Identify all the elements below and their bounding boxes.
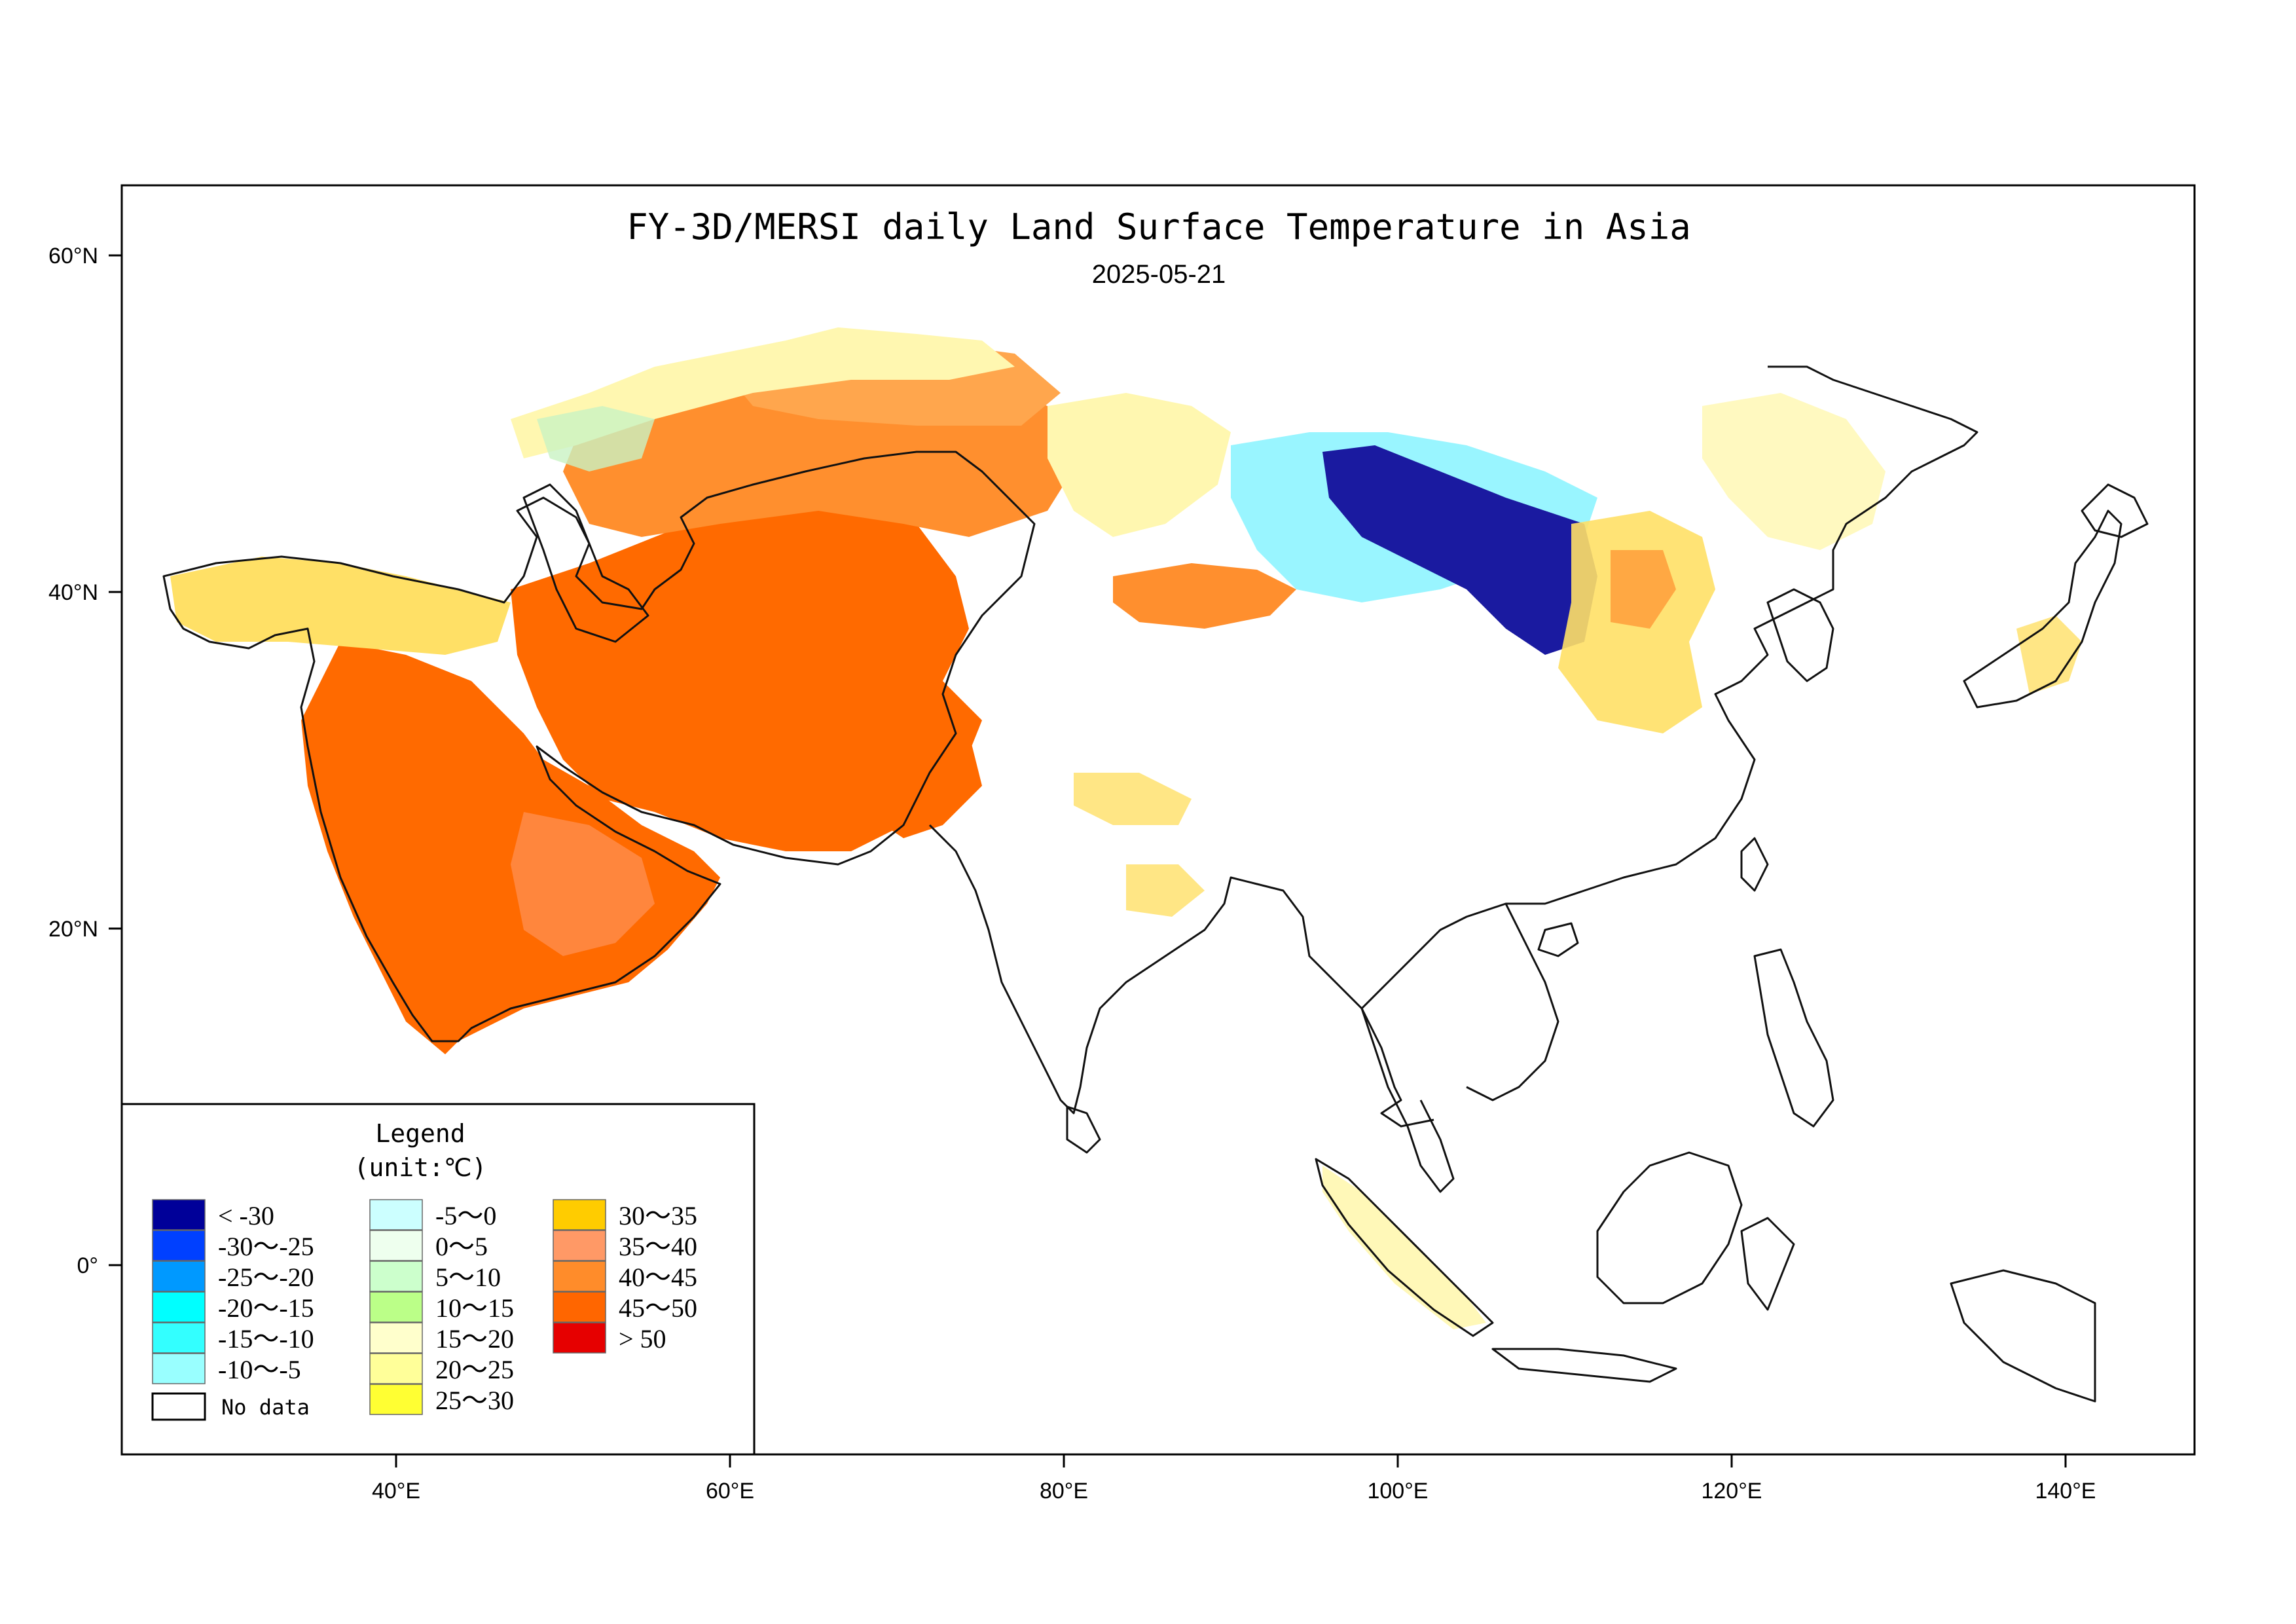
legend-label: 25～30 — [435, 1386, 514, 1415]
lat-label: 20°N — [48, 917, 98, 942]
lat-axis: 60°N 40°N 20°N 0° — [48, 244, 122, 1278]
legend-swatch — [152, 1261, 206, 1292]
legend-swatch — [553, 1199, 606, 1230]
legend-label: 35～40 — [619, 1232, 697, 1261]
legend-swatch — [152, 1291, 206, 1323]
legend-swatch — [152, 1353, 206, 1384]
coast-sri-lanka — [1066, 1105, 1101, 1154]
legend-swatch — [553, 1322, 606, 1354]
turkey-yellow — [170, 557, 511, 655]
legend-label: 45～50 — [619, 1293, 697, 1323]
coast-caspian — [522, 483, 649, 643]
legend-label: 15～20 — [435, 1324, 514, 1354]
north-china-hot — [1611, 550, 1676, 629]
manchuria-pale — [1702, 393, 1886, 550]
lon-label: 120°E — [1701, 1479, 1762, 1504]
coast-borneo — [1596, 1151, 1743, 1304]
lat-label: 0° — [77, 1253, 98, 1278]
legend-label: -30～-25 — [218, 1232, 314, 1261]
coast-sulawesi — [1740, 1217, 1795, 1311]
legend-swatch — [369, 1261, 423, 1292]
arabia-hot-region — [301, 642, 720, 1054]
legend-swatch — [369, 1230, 423, 1261]
coast-java — [1491, 1348, 1677, 1383]
legend-label: 20～25 — [435, 1355, 514, 1384]
legend-label: 0～5 — [435, 1232, 488, 1261]
legend-swatch — [369, 1384, 423, 1415]
lon-label: 140°E — [2035, 1479, 2096, 1504]
legend-items: < -30-30～-25-25～-20-20～-15-15～-10-10～-5 -… — [152, 1199, 697, 1415]
coast-vietnam — [1466, 903, 1559, 1101]
legend-label: 40～45 — [619, 1263, 697, 1292]
pakistan-hot — [851, 707, 982, 838]
coast-middle-east-arabia — [162, 451, 1036, 1043]
coast-korea — [1766, 588, 1834, 682]
lon-label: 100°E — [1367, 1479, 1428, 1504]
legend-label: -10～-5 — [218, 1355, 301, 1384]
lat-label: 40°N — [48, 580, 98, 605]
coast-hainan — [1537, 922, 1579, 957]
mongolia-blue-streak — [1322, 445, 1597, 655]
legend-swatch — [369, 1291, 423, 1323]
legend-no-data-label: No data — [221, 1395, 310, 1420]
coast-sumatra — [1315, 1158, 1494, 1337]
legend-unit: (unit:℃) — [354, 1153, 487, 1182]
legend-swatch — [152, 1230, 206, 1261]
lon-label: 80°E — [1040, 1479, 1088, 1504]
myanmar-yellow — [1126, 864, 1205, 917]
legend-swatch — [152, 1199, 206, 1230]
legend-swatch — [369, 1322, 423, 1354]
lat-label: 60°N — [48, 244, 98, 268]
north-kazakh-green — [537, 406, 655, 471]
legend-swatch — [369, 1353, 423, 1384]
coastlines — [162, 365, 2149, 1403]
taklamakan-orange — [1113, 563, 1296, 629]
coast-hokkaido — [2081, 483, 2149, 538]
legend: Legend (unit:℃) < -30-30～-25-25～-20-20～-… — [120, 1103, 756, 1456]
coast-indochina-china — [1360, 365, 1978, 1010]
legend-swatch — [553, 1230, 606, 1261]
legend-swatch — [152, 1322, 206, 1354]
legend-title: Legend — [375, 1119, 465, 1148]
legend-label: 5～10 — [435, 1263, 501, 1292]
sumatra-pale — [1322, 1166, 1486, 1329]
coast-malay-peninsula — [1360, 1008, 1455, 1193]
legend-label: -15～-10 — [218, 1324, 314, 1354]
lst-field — [170, 327, 2082, 1329]
coast-japan — [1963, 509, 2123, 709]
legend-label: > 50 — [619, 1324, 666, 1354]
legend-label: -20～-15 — [218, 1293, 314, 1323]
map-date: 2025-05-21 — [1092, 260, 1226, 289]
west-mongolia-yellow — [1048, 393, 1231, 537]
legend-no-data-swatch — [151, 1392, 206, 1421]
lon-label: 60°E — [706, 1479, 754, 1504]
lon-axis: 40°E 60°E 80°E 100°E 120°E 140°E — [372, 1454, 2096, 1504]
legend-label: < -30 — [218, 1201, 274, 1230]
legend-swatch — [553, 1261, 606, 1292]
north-kazakh-pale — [511, 327, 1015, 458]
arabia-salmon — [511, 812, 655, 956]
coast-philippines — [1753, 948, 1834, 1128]
india-yellow-patch — [1074, 773, 1192, 825]
legend-label: -5～0 — [435, 1201, 496, 1230]
legend-swatch — [553, 1291, 606, 1323]
legend-swatch — [369, 1199, 423, 1230]
legend-label: 30～35 — [619, 1201, 697, 1230]
legend-label: 10～15 — [435, 1293, 514, 1323]
map-title: FY-3D/MERSI daily Land Surface Temperatu… — [627, 206, 1691, 248]
lon-label: 40°E — [372, 1479, 420, 1504]
legend-label: -25～-20 — [218, 1263, 314, 1292]
coast-taiwan — [1740, 837, 1769, 892]
coast-india — [928, 824, 1434, 1128]
coast-new-guinea — [1950, 1269, 2096, 1403]
legend-box — [120, 1103, 756, 1456]
